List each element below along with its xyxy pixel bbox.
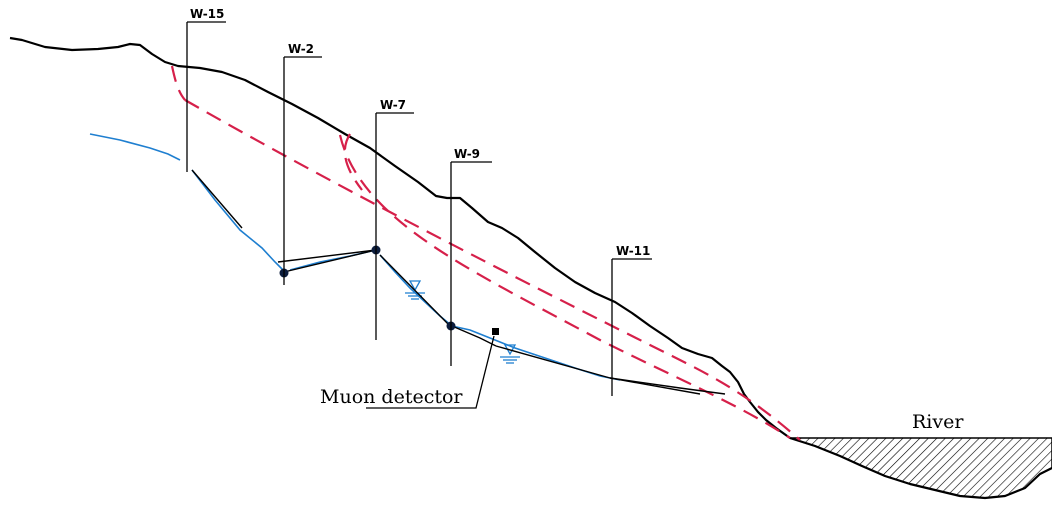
water-table-line [191, 169, 286, 273]
slip-scarp-upper [170, 65, 186, 101]
well-W-11: W-11 [611, 244, 652, 396]
well-label: W-7 [380, 98, 406, 112]
well-label: W-11 [616, 244, 650, 258]
well-label: W-9 [454, 147, 480, 161]
well-label: W-15 [190, 7, 224, 21]
slip-surface-deep [184, 99, 801, 441]
well-W-2: W-2 [283, 42, 322, 285]
well-W-7: W-7 [375, 98, 414, 340]
well-W-15: W-15 [186, 7, 226, 172]
slip-surface-upper [338, 134, 791, 439]
muon-detector-marker [492, 328, 499, 335]
river-label: River [912, 411, 964, 433]
muon-detector-leader [366, 335, 495, 409]
river-body [789, 437, 1052, 499]
water-table-line [379, 254, 621, 381]
measurement-links [191, 169, 726, 395]
muon-detector-label: Muon detector [320, 386, 463, 408]
slip-surfaces [170, 65, 801, 441]
well-label: W-2 [288, 42, 314, 56]
water-table-line [89, 133, 181, 161]
slip-scarp-lower [343, 133, 363, 191]
well-W-9: W-9 [450, 147, 492, 366]
ground-surface-line [9, 36, 1052, 500]
